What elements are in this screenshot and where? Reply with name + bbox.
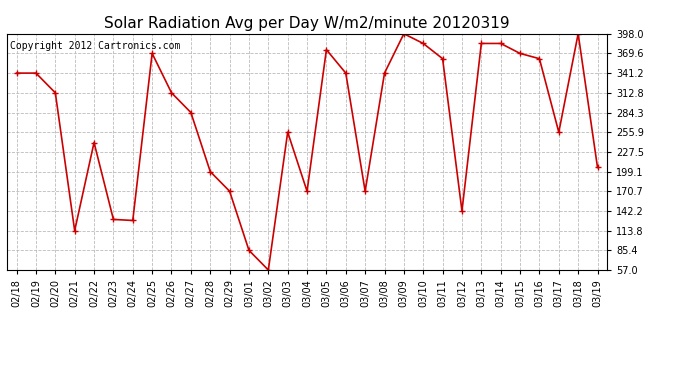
Text: Copyright 2012 Cartronics.com: Copyright 2012 Cartronics.com xyxy=(10,41,180,51)
Title: Solar Radiation Avg per Day W/m2/minute 20120319: Solar Radiation Avg per Day W/m2/minute … xyxy=(104,16,510,31)
